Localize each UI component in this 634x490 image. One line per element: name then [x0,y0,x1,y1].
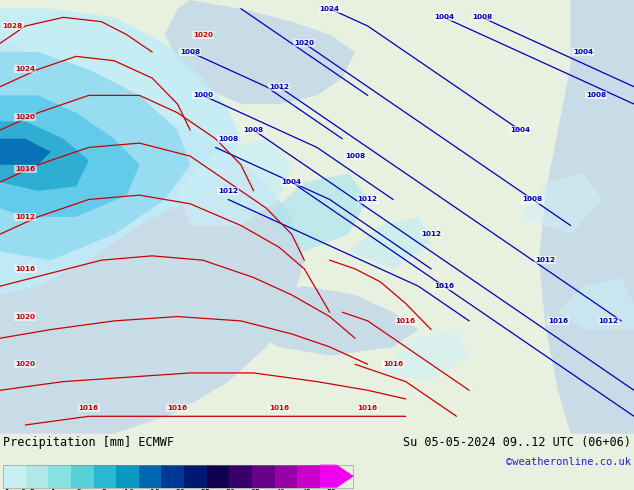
Text: 1016: 1016 [167,405,188,411]
Text: ©weatheronline.co.uk: ©weatheronline.co.uk [506,457,631,467]
Polygon shape [539,0,634,434]
Polygon shape [0,52,190,260]
Polygon shape [558,277,634,330]
Text: 1012: 1012 [218,188,238,194]
Polygon shape [266,173,368,251]
Bar [162,465,184,488]
Polygon shape [349,217,431,269]
Polygon shape [520,173,602,234]
Polygon shape [228,286,418,356]
Text: 1024: 1024 [15,66,36,73]
Text: 1016: 1016 [79,405,99,411]
Text: 1004: 1004 [573,49,593,55]
Text: 1012: 1012 [15,214,36,220]
Bar [116,465,139,488]
Text: 1012: 1012 [535,257,555,263]
Text: 1008: 1008 [218,136,238,142]
Polygon shape [0,122,89,191]
Text: 1024: 1024 [320,6,340,12]
Bar [48,465,71,488]
Text: 1016: 1016 [269,405,289,411]
Text: 1020: 1020 [193,32,213,38]
Text: 1008: 1008 [522,196,543,202]
Text: 1012: 1012 [269,84,289,90]
Text: 1020: 1020 [15,314,36,319]
Bar [139,465,162,488]
Polygon shape [0,9,241,295]
Text: 1028: 1028 [3,23,23,29]
Polygon shape [0,139,51,165]
Text: 1012: 1012 [598,318,619,324]
Bar [26,465,48,488]
Text: 1016: 1016 [548,318,568,324]
Text: 1016: 1016 [396,318,416,324]
Text: 1016: 1016 [383,361,403,368]
Bar [3,465,353,488]
Bar [207,465,230,488]
Bar [252,465,275,488]
Text: 1016: 1016 [358,405,378,411]
Polygon shape [320,465,354,488]
Text: 1008: 1008 [243,127,264,133]
Text: 1000: 1000 [193,93,213,98]
Text: 1004: 1004 [281,179,302,185]
Text: 1016: 1016 [434,283,454,289]
Bar [184,465,207,488]
Text: 1020: 1020 [294,40,314,47]
Bar [297,465,320,488]
Bar [3,465,26,488]
Text: 1004: 1004 [434,14,454,21]
Polygon shape [0,96,139,217]
Text: Precipitation [mm] ECMWF: Precipitation [mm] ECMWF [3,437,174,449]
Bar [230,465,252,488]
Text: 1012: 1012 [358,196,378,202]
Bar [275,465,297,488]
Text: 1008: 1008 [180,49,200,55]
Text: 1008: 1008 [472,14,492,21]
Text: 1008: 1008 [345,153,365,159]
Text: 1004: 1004 [510,127,530,133]
Polygon shape [165,0,355,104]
Text: 1020: 1020 [15,114,36,120]
Polygon shape [0,0,304,434]
Text: 1020: 1020 [15,361,36,368]
Text: Su 05-05-2024 09..12 UTC (06+06): Su 05-05-2024 09..12 UTC (06+06) [403,437,631,449]
Text: 1016: 1016 [15,166,36,172]
Text: 1012: 1012 [421,231,441,237]
Text: 1016: 1016 [15,266,36,272]
Polygon shape [178,139,292,225]
Polygon shape [380,330,469,382]
Bar [94,465,116,488]
Bar [71,465,94,488]
Text: 1008: 1008 [586,93,606,98]
